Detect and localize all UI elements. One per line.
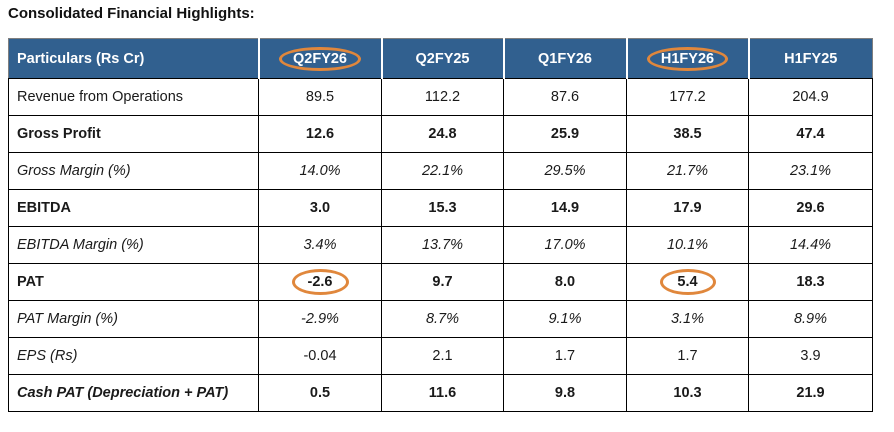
value-cell: 2.1 <box>381 337 504 375</box>
value-cell: 5.4 <box>626 263 749 301</box>
table-row-ebitda: EBITDA 3.0 15.3 14.9 17.9 29.6 <box>8 189 873 227</box>
header-row: Particulars (Rs Cr) Q2FY26 Q2FY25 Q1FY26 H1F… <box>8 38 873 79</box>
table-row-gross-margin: Gross Margin (%) 14.0% 22.1% 29.5% 21.7% 23.1… <box>8 152 873 190</box>
row-label: EBITDA Margin (%) <box>8 226 259 264</box>
value-cell: 23.1% <box>748 152 873 190</box>
column-header-q1fy26: Q1FY26 <box>502 38 627 79</box>
value-cell: 10.3 <box>626 374 749 412</box>
table-body: Revenue from Operations 89.5 112.2 87.6 177.… <box>8 78 873 412</box>
annotation-ellipse: H1FY26 <box>646 46 729 71</box>
value-cell: 9.1% <box>503 300 627 338</box>
value-cell: -2.6 <box>258 263 382 301</box>
value-cell: 22.1% <box>381 152 504 190</box>
row-label: EPS (Rs) <box>8 337 259 375</box>
value-cell: 89.5 <box>258 78 382 116</box>
value-cell: 12.6 <box>258 115 382 153</box>
value-cell: 1.7 <box>503 337 627 375</box>
value-cell: 3.0 <box>258 189 382 227</box>
value-cell: -0.04 <box>258 337 382 375</box>
table-row-pat: PAT -2.6 9.7 8.0 5.4 18.3 <box>8 263 873 301</box>
value-cell: 112.2 <box>381 78 504 116</box>
value-cell: 10.1% <box>626 226 749 264</box>
value-cell: 14.0% <box>258 152 382 190</box>
value-cell: 29.6 <box>748 189 873 227</box>
value-cell: 21.9 <box>748 374 873 412</box>
value-cell: 8.7% <box>381 300 504 338</box>
column-header-q2fy26: Q2FY26 <box>257 38 382 79</box>
value-cell: 1.7 <box>626 337 749 375</box>
row-label: EBITDA <box>8 189 259 227</box>
table-row-ebitda-margin: EBITDA Margin (%) 3.4% 13.7% 17.0% 10.1% 14.4… <box>8 226 873 264</box>
table-row-gross-profit: Gross Profit 12.6 24.8 25.9 38.5 47.4 <box>8 115 873 153</box>
table-row-pat-margin: PAT Margin (%) -2.9% 8.7% 9.1% 3.1% 8.9% <box>8 300 873 338</box>
value-cell: 14.9 <box>503 189 627 227</box>
value-cell: 25.9 <box>503 115 627 153</box>
row-label: Cash PAT (Depreciation + PAT) <box>8 374 259 412</box>
value-cell: 21.7% <box>626 152 749 190</box>
table-row-eps-rs: EPS (Rs) -0.04 2.1 1.7 1.7 3.9 <box>8 337 873 375</box>
value-cell: 18.3 <box>748 263 873 301</box>
value-cell: 14.4% <box>748 226 873 264</box>
value-cell: 204.9 <box>748 78 873 116</box>
value-cell: 9.8 <box>503 374 627 412</box>
value-cell: 47.4 <box>748 115 873 153</box>
value-cell: 38.5 <box>626 115 749 153</box>
value-cell: 17.0% <box>503 226 627 264</box>
row-label: Gross Margin (%) <box>8 152 259 190</box>
row-label: Gross Profit <box>8 115 259 153</box>
value-cell: 11.6 <box>381 374 504 412</box>
value-cell: 15.3 <box>381 189 504 227</box>
table-header: Particulars (Rs Cr) Q2FY26 Q2FY25 Q1FY26 H1F… <box>8 38 873 79</box>
value-cell: 3.4% <box>258 226 382 264</box>
row-label: Revenue from Operations <box>8 78 259 116</box>
value-cell: 8.9% <box>748 300 873 338</box>
financial-table: Particulars (Rs Cr) Q2FY26 Q2FY25 Q1FY26 H1F… <box>8 38 873 412</box>
column-header-h1fy26: H1FY26 <box>625 38 749 79</box>
value-cell: 3.9 <box>748 337 873 375</box>
value-cell: 0.5 <box>258 374 382 412</box>
column-header-particulars-rs-cr: Particulars (Rs Cr) <box>8 38 259 79</box>
table-row-revenue-from-operations: Revenue from Operations 89.5 112.2 87.6 177.… <box>8 78 873 116</box>
column-header-h1fy25: H1FY25 <box>747 38 873 79</box>
page-title: Consolidated Financial Highlights: <box>8 5 255 22</box>
value-cell: 177.2 <box>626 78 749 116</box>
value-cell: 13.7% <box>381 226 504 264</box>
value-cell: -2.9% <box>258 300 382 338</box>
value-cell: 8.0 <box>503 263 627 301</box>
annotation-ellipse: Q2FY26 <box>279 46 361 71</box>
row-label: PAT <box>8 263 259 301</box>
table-row-cash-pat-depreciation-pat: Cash PAT (Depreciation + PAT) 0.5 11.6 9.8 1… <box>8 374 873 412</box>
value-cell: 17.9 <box>626 189 749 227</box>
value-cell: 3.1% <box>626 300 749 338</box>
row-label: PAT Margin (%) <box>8 300 259 338</box>
value-cell: 87.6 <box>503 78 627 116</box>
annotation-ellipse: 5.4 <box>659 269 716 295</box>
value-cell: 29.5% <box>503 152 627 190</box>
annotation-ellipse: -2.6 <box>291 269 349 295</box>
column-header-q2fy25: Q2FY25 <box>380 38 504 79</box>
value-cell: 24.8 <box>381 115 504 153</box>
value-cell: 9.7 <box>381 263 504 301</box>
